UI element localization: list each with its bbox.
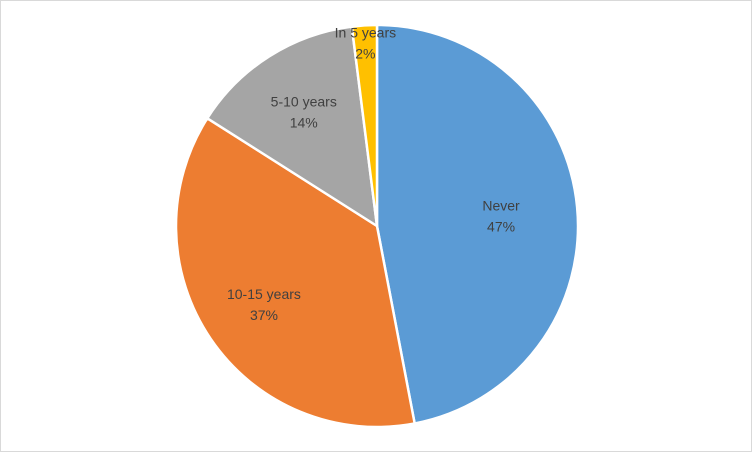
slice-label-name: 5-10 years [271, 94, 337, 110]
pie-slice-5-10-years [206, 25, 379, 228]
slice-label-percent: 2% [355, 45, 375, 61]
slice-label-name: In 5 years [335, 24, 396, 40]
pie-slices [174, 23, 580, 429]
slice-label-percent: 47% [487, 218, 515, 234]
data-label-in-5-years: In 5 years 2% [335, 24, 396, 61]
pie-slice-never [375, 23, 580, 425]
slice-label-percent: 37% [250, 307, 278, 323]
data-labels: Never 47% 10-15 years 37% 5-10 years 14% In 5 … [227, 24, 520, 322]
slice-label-name: Never [482, 197, 520, 213]
slice-label-name: 10-15 years [227, 286, 301, 302]
data-label-5-10-years: 5-10 years 14% [271, 94, 337, 131]
pie-slice-in-5-years [350, 23, 379, 228]
pie-slice-10-15-years [174, 117, 416, 429]
data-label-10-15-years: 10-15 years 37% [227, 286, 301, 323]
data-label-never: Never 47% [482, 197, 520, 234]
slice-label-percent: 14% [290, 115, 318, 131]
